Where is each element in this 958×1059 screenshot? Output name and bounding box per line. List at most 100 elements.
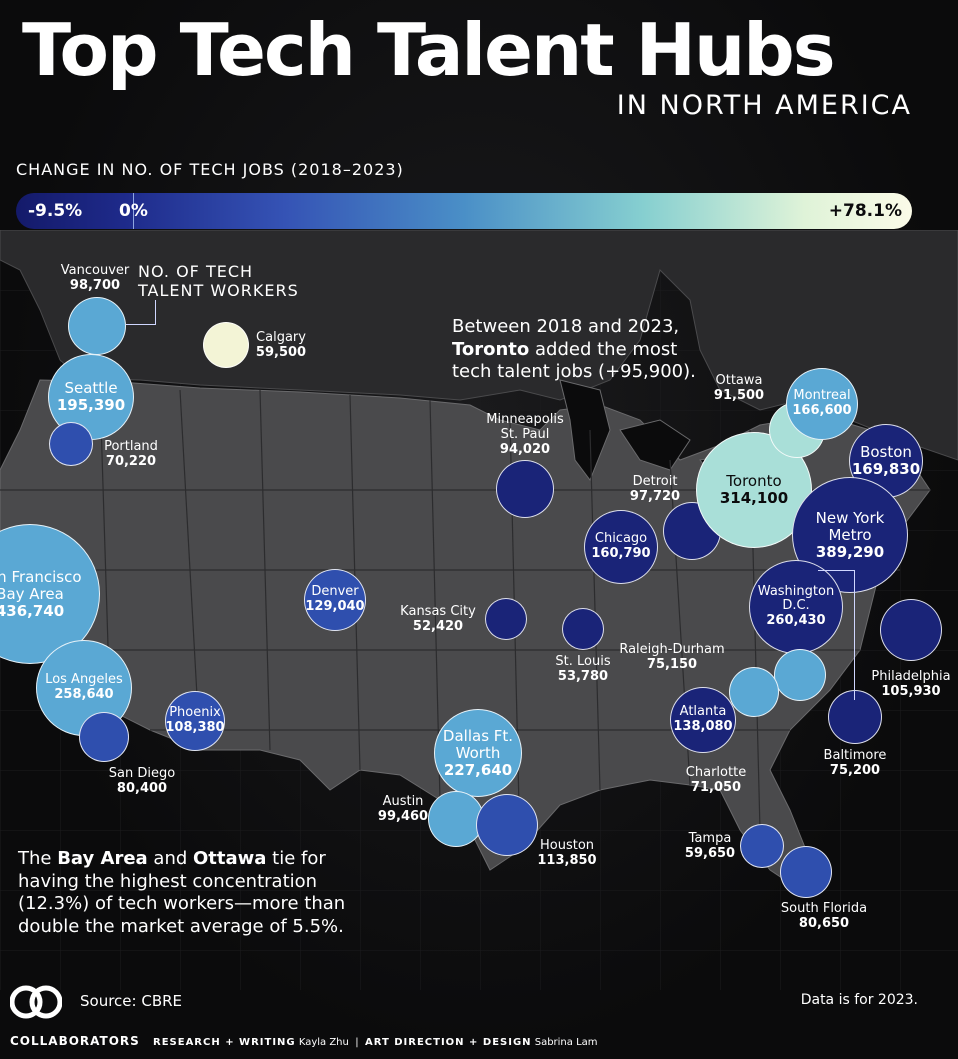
city-tech-workers: 195,390 <box>56 396 126 415</box>
city-name: Baltimore <box>823 748 887 763</box>
bay-note-line3: (12.3%) of tech workers—more than <box>18 893 346 914</box>
research-name: Kayla Zhu <box>298 1037 349 1048</box>
city-tech-workers: 227,640 <box>443 761 513 779</box>
label-washington-d-c: Washington D.C. 260,430 <box>754 584 838 630</box>
page-title: Top Tech Talent Hubs <box>22 8 836 92</box>
bubble-calgary <box>203 322 249 368</box>
label-los-angeles: Los Angeles 258,640 <box>45 672 123 703</box>
vancouver-leader-line <box>155 300 156 324</box>
scale-min-label: -9.5% <box>28 201 83 221</box>
city-name: Houston <box>539 838 595 853</box>
label-austin: Austin 99,460 <box>378 794 428 825</box>
city-tech-workers: 80,650 <box>798 915 850 931</box>
bubble-austin <box>428 791 484 847</box>
city-tech-workers: 314,100 <box>719 489 789 508</box>
city-name: Los Angeles <box>45 672 123 687</box>
bubble-washington-d-c <box>749 560 843 654</box>
label-vancouver: Vancouver 98,700 <box>60 263 130 294</box>
bubble-atlanta <box>670 687 736 753</box>
city-tech-workers: 80,400 <box>116 780 168 796</box>
city-name: Vancouver <box>60 263 130 278</box>
label-philadelphia: Philadelphia 105,930 <box>871 669 950 700</box>
city-name: Raleigh-Durham <box>619 642 725 657</box>
bubble-phoenix <box>165 691 225 751</box>
bubble-tampa <box>740 824 784 868</box>
city-tech-workers: 59,650 <box>684 845 736 861</box>
credits-footer: COLLABORATORS RESEARCH + WRITING Kayla Z… <box>10 1034 598 1048</box>
city-tech-workers: 436,740 <box>0 602 65 620</box>
city-tech-workers: 389,290 <box>815 543 885 561</box>
city-name: Boston <box>860 443 912 461</box>
label-dallas-ft-worth: Dallas Ft. Worth 227,640 <box>435 726 522 780</box>
research-label: RESEARCH + WRITING <box>153 1037 296 1048</box>
bubble-new-york-metro <box>792 477 908 593</box>
bubble-vancouver <box>68 297 126 355</box>
bubble-size-legend-title: NO. OF TECH TALENT WORKERS <box>138 262 299 300</box>
toronto-note-line3: tech talent jobs (+95,900). <box>452 361 696 382</box>
brand-name: COLLABORATORS <box>10 1034 140 1048</box>
city-name: Calgary <box>256 330 306 345</box>
label-tampa: Tampa 59,650 <box>684 831 736 862</box>
city-name: Montreal <box>793 388 851 403</box>
bubble-raleigh-durham <box>774 649 826 701</box>
city-name: Atlanta <box>679 704 727 719</box>
toronto-annotation: Between 2018 and 2023, Toronto added the… <box>452 316 696 384</box>
bay-note-post: tie for <box>266 848 326 869</box>
zero-tick <box>133 193 134 229</box>
page-subtitle: IN NORTH AMERICA <box>616 90 912 121</box>
city-name: San Francisco Bay Area <box>0 567 82 603</box>
design-label: ART DIRECTION + DESIGN <box>364 1037 532 1048</box>
bubble-south-florida <box>780 846 832 898</box>
city-name: San Diego <box>108 766 176 781</box>
city-tech-workers: 91,500 <box>713 387 765 403</box>
bay-note-bold1: Bay Area <box>57 848 148 869</box>
city-tech-workers: 258,640 <box>54 686 114 702</box>
label-ottawa: Ottawa 91,500 <box>713 373 765 404</box>
bubble-houston <box>476 794 538 856</box>
label-st-louis: St. Louis 53,780 <box>555 654 610 685</box>
city-name: Seattle <box>64 379 118 397</box>
nymetro-leader-line <box>818 570 854 571</box>
source-text: Source: CBRE <box>80 992 183 1010</box>
count-title-line2: TALENT WORKERS <box>138 281 299 301</box>
bay-note-line2: having the highest concentration <box>18 870 318 892</box>
city-tech-workers: 97,720 <box>629 488 681 504</box>
bay-area-annotation: The Bay Area and Ottawa tie for having t… <box>18 848 345 938</box>
city-name: Austin <box>382 794 424 809</box>
bay-note-line4: double the market average of 5.5%. <box>18 915 344 937</box>
bubble-kansas-city <box>485 598 527 640</box>
city-tech-workers: 59,500 <box>255 344 307 360</box>
city-name: South Florida <box>780 901 868 916</box>
bubble-portland <box>49 422 93 466</box>
city-name: Ottawa <box>715 373 763 388</box>
philadelphia-leader-line <box>854 570 855 700</box>
city-tech-workers: 108,380 <box>165 719 225 735</box>
toronto-note-line1: Between 2018 and 2023, <box>452 316 680 337</box>
city-name: Phoenix <box>169 705 221 720</box>
label-denver: Denver 129,040 <box>305 584 365 615</box>
bubble-denver <box>304 569 366 631</box>
bubble-san-diego <box>79 712 129 762</box>
scale-max-label: +78.1% <box>828 201 902 221</box>
city-tech-workers: 138,080 <box>673 718 733 734</box>
city-name: Chicago <box>594 531 648 546</box>
design-name: Sabrina Lam <box>534 1037 598 1048</box>
bubble-dallas-ft-worth <box>434 709 522 797</box>
bubble-philadelphia <box>880 599 942 661</box>
city-name: Dallas Ft. Worth <box>442 726 514 762</box>
city-name: Detroit <box>632 474 678 489</box>
city-tech-workers: 52,420 <box>412 618 464 634</box>
bay-note-mid: and <box>147 848 193 869</box>
city-name: Kansas City <box>400 604 476 619</box>
city-name: Charlotte <box>685 765 747 780</box>
bay-note-bold2: Ottawa <box>193 848 267 869</box>
label-san-diego: San Diego 80,400 <box>108 766 176 797</box>
city-name: Denver <box>311 584 359 599</box>
city-tech-workers: 94,020 <box>499 441 551 457</box>
label-seattle: Seattle 195,390 <box>56 379 126 415</box>
label-chicago: Chicago 160,790 <box>591 531 650 562</box>
city-tech-workers: 129,040 <box>305 598 365 614</box>
legend-title: CHANGE IN NO. OF TECH JOBS (2018–2023) <box>16 160 404 179</box>
bubble-minneapolis-st-paul <box>496 460 554 518</box>
